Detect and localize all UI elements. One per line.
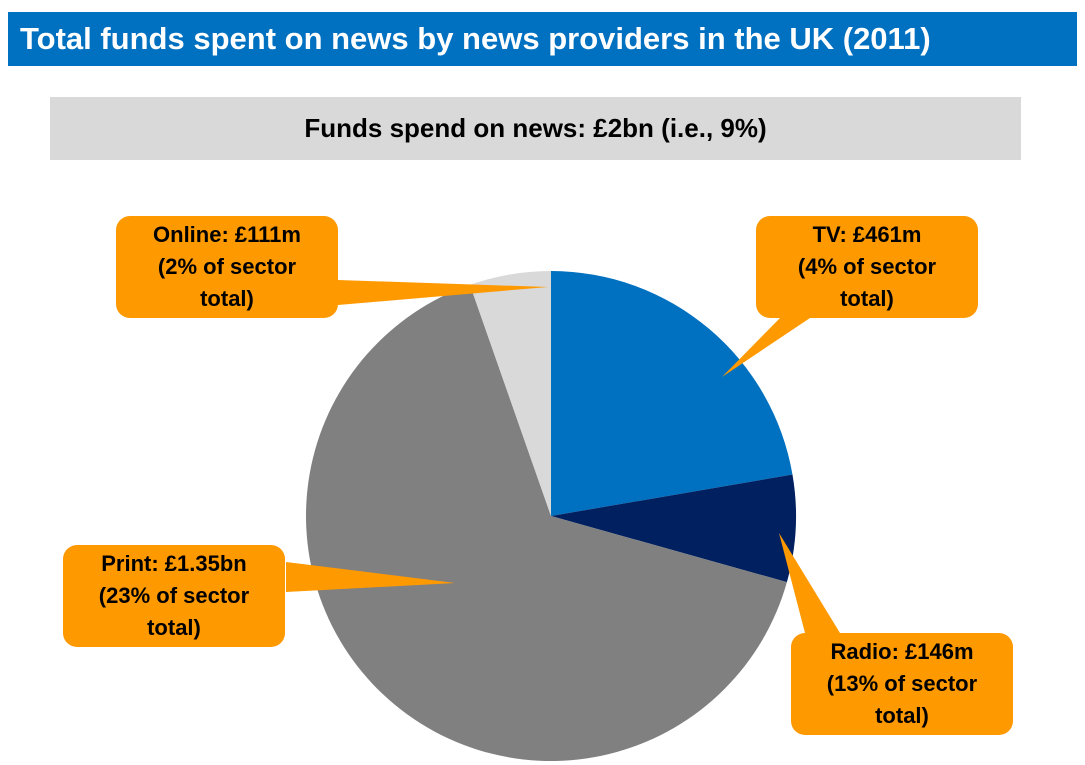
callout-line: Online: £111m — [153, 222, 301, 247]
callout-line: (2% of sector — [157, 254, 297, 279]
callout-line: total) — [147, 615, 201, 640]
callout-shape-radio — [779, 533, 1013, 735]
pie-slice-tv — [551, 271, 793, 516]
callout-line: total) — [840, 286, 894, 311]
callout-line: total) — [875, 703, 929, 728]
callout-line: TV: £461m — [812, 222, 922, 247]
callout-line: (4% of sector — [797, 254, 937, 279]
chart-subtitle: Funds spend on news: £2bn (i.e., 9%) — [50, 97, 1021, 160]
chart-title: Total funds spent on news by news provid… — [8, 12, 1077, 66]
pie-slice-online — [469, 271, 551, 516]
callout-shape-online — [116, 216, 548, 318]
callout-line: (13% of sector — [826, 671, 978, 696]
callout-tv: TV: £461m (4% of sector total) — [756, 216, 978, 318]
callout-line: total) — [200, 286, 254, 311]
callout-online: Online: £111m (2% of sector total) — [116, 216, 338, 318]
callout-shape-tv — [722, 216, 978, 377]
callout-line: Print: £1.35bn — [101, 551, 247, 576]
callout-shape-print — [63, 545, 455, 647]
callout-line: (23% of sector — [98, 583, 250, 608]
pie-slice-print — [305, 284, 787, 761]
pie-slice-radio — [551, 474, 796, 583]
callout-radio: Radio: £146m (13% of sector total) — [791, 633, 1013, 735]
callout-line: Radio: £146m — [830, 639, 974, 664]
callout-print: Print: £1.35bn (23% of sector total) — [63, 545, 285, 647]
